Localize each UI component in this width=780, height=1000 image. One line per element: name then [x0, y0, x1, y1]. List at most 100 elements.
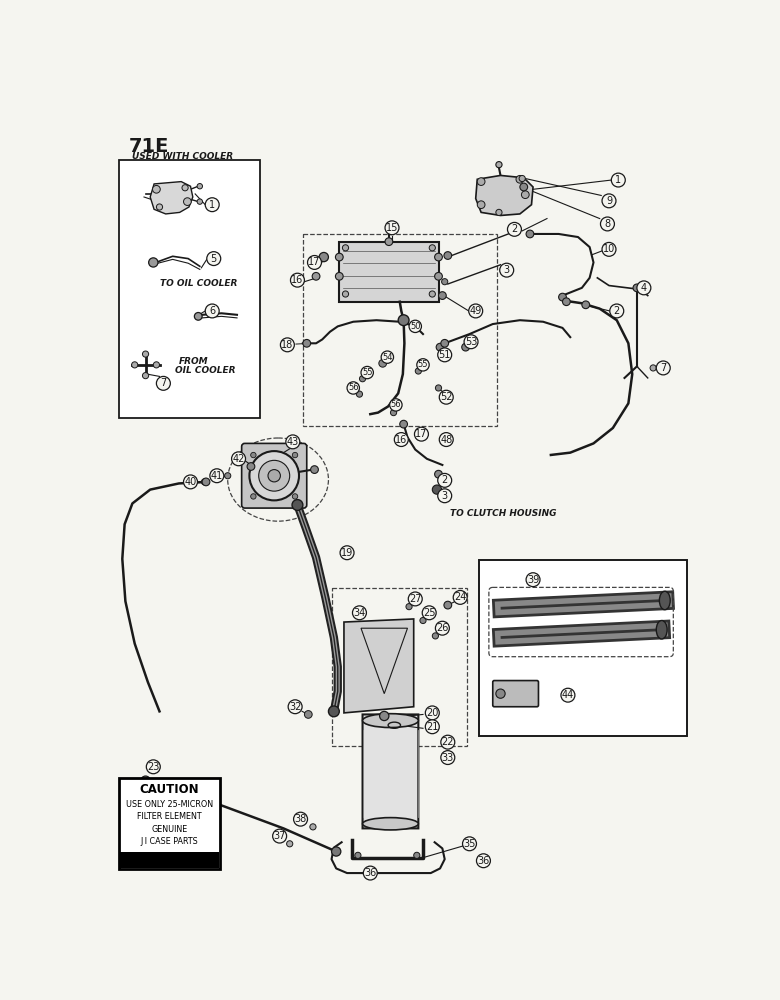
Circle shape	[464, 335, 478, 349]
Circle shape	[304, 711, 312, 718]
Circle shape	[154, 362, 159, 368]
Circle shape	[186, 792, 194, 800]
Text: 8: 8	[604, 219, 611, 229]
Text: 19: 19	[341, 548, 353, 558]
Circle shape	[292, 500, 303, 510]
Circle shape	[462, 343, 470, 351]
FancyBboxPatch shape	[119, 778, 220, 869]
FancyBboxPatch shape	[120, 852, 219, 868]
Text: 24: 24	[454, 592, 466, 602]
Circle shape	[225, 473, 231, 479]
Text: 35: 35	[463, 839, 476, 849]
Text: 39: 39	[527, 575, 539, 585]
Circle shape	[432, 485, 441, 494]
Circle shape	[143, 351, 149, 357]
Circle shape	[413, 852, 420, 858]
Circle shape	[141, 776, 151, 785]
Text: 27: 27	[409, 594, 421, 604]
Circle shape	[508, 222, 521, 236]
Polygon shape	[151, 182, 193, 214]
Circle shape	[439, 433, 453, 446]
Circle shape	[469, 304, 483, 318]
Circle shape	[602, 242, 616, 256]
Circle shape	[355, 852, 361, 858]
Circle shape	[656, 361, 670, 375]
Circle shape	[582, 301, 590, 309]
Polygon shape	[344, 619, 413, 713]
Circle shape	[438, 473, 452, 487]
Text: 6: 6	[209, 306, 215, 316]
Circle shape	[526, 573, 540, 587]
Text: OIL COOLER: OIL COOLER	[175, 366, 236, 375]
Circle shape	[521, 191, 529, 199]
Text: 20: 20	[426, 708, 438, 718]
Text: FILTER ELEMENT: FILTER ELEMENT	[137, 812, 202, 821]
Circle shape	[280, 338, 294, 352]
Circle shape	[436, 343, 444, 351]
Circle shape	[425, 720, 439, 734]
Text: 56: 56	[348, 383, 359, 392]
Circle shape	[422, 606, 436, 620]
Circle shape	[633, 284, 641, 292]
Circle shape	[500, 263, 514, 277]
Circle shape	[197, 184, 203, 189]
Circle shape	[183, 198, 191, 205]
Circle shape	[342, 291, 349, 297]
Circle shape	[558, 293, 566, 301]
Circle shape	[210, 469, 224, 483]
Text: 56: 56	[391, 400, 401, 409]
Circle shape	[361, 366, 374, 379]
Text: 18: 18	[282, 340, 293, 350]
Ellipse shape	[659, 591, 670, 610]
Text: 17: 17	[308, 257, 321, 267]
Circle shape	[444, 252, 452, 259]
Circle shape	[441, 751, 455, 764]
Circle shape	[310, 466, 318, 473]
Text: 7: 7	[160, 378, 166, 388]
Circle shape	[381, 351, 394, 363]
Text: GENUINE: GENUINE	[151, 825, 188, 834]
Circle shape	[307, 256, 321, 269]
Circle shape	[441, 279, 448, 285]
Text: 54: 54	[382, 353, 392, 362]
Circle shape	[197, 199, 203, 204]
Text: 51: 51	[438, 350, 451, 360]
Circle shape	[250, 451, 299, 500]
Circle shape	[273, 829, 286, 843]
Circle shape	[650, 365, 656, 371]
Circle shape	[292, 494, 298, 499]
Text: 50: 50	[410, 322, 420, 331]
Circle shape	[441, 339, 448, 347]
Circle shape	[149, 258, 158, 267]
Text: 33: 33	[441, 753, 454, 763]
Circle shape	[415, 368, 421, 374]
Circle shape	[328, 706, 339, 717]
Circle shape	[194, 312, 202, 320]
Text: 43: 43	[287, 437, 299, 447]
Circle shape	[463, 837, 477, 851]
Circle shape	[439, 390, 453, 404]
Text: 16: 16	[395, 435, 407, 445]
Text: 52: 52	[440, 392, 452, 402]
Text: 23: 23	[147, 762, 159, 772]
Circle shape	[434, 470, 442, 478]
Text: 36: 36	[477, 856, 490, 866]
Circle shape	[399, 420, 407, 428]
Circle shape	[395, 433, 408, 446]
Text: 44: 44	[562, 690, 574, 700]
Text: 49: 49	[470, 306, 482, 316]
Circle shape	[363, 866, 378, 880]
Text: 25: 25	[423, 608, 435, 618]
Circle shape	[157, 204, 162, 210]
FancyBboxPatch shape	[242, 443, 307, 508]
Circle shape	[319, 252, 328, 262]
Circle shape	[259, 460, 289, 491]
Text: 15: 15	[386, 223, 398, 233]
Text: 38: 38	[294, 814, 307, 824]
Text: 1: 1	[615, 175, 622, 185]
Circle shape	[477, 201, 485, 209]
Circle shape	[147, 760, 160, 774]
Circle shape	[288, 700, 302, 714]
Circle shape	[132, 362, 138, 368]
Circle shape	[360, 376, 366, 382]
